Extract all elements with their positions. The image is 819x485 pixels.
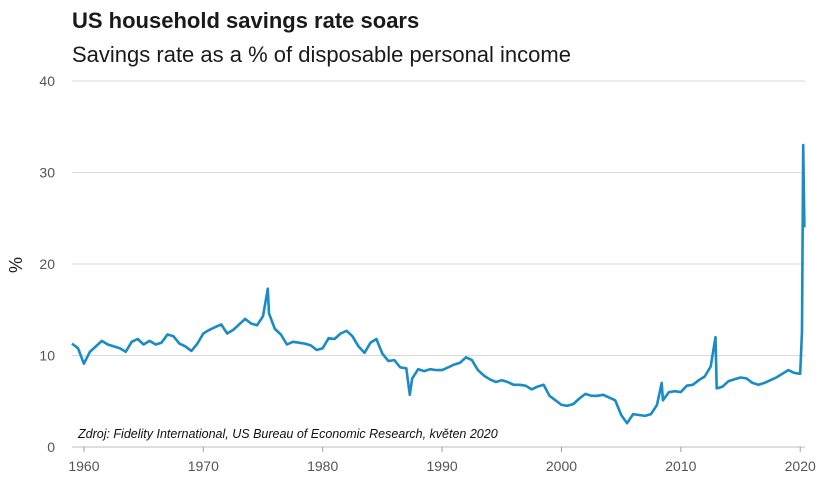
y-tick-label: 20 xyxy=(39,256,55,272)
y-tick-label: 10 xyxy=(39,348,55,364)
chart-subtitle: Savings rate as a % of disposable person… xyxy=(72,42,571,67)
gridlines xyxy=(72,80,805,448)
x-tick-label: 2010 xyxy=(665,458,696,474)
savings-rate-line xyxy=(71,143,806,425)
x-tick-label: 2000 xyxy=(546,458,577,474)
y-axis-ticks: 0 10 20 30 40 xyxy=(39,73,55,455)
y-axis-label: % xyxy=(6,257,26,273)
y-tick-label: 40 xyxy=(39,73,55,89)
source-note: Zdroj: Fidelity International, US Bureau… xyxy=(77,427,498,441)
y-tick-label: 0 xyxy=(47,439,55,455)
chart-title: US household savings rate soars xyxy=(72,8,420,33)
x-tick-label: 1960 xyxy=(68,458,99,474)
x-tick-label: 1990 xyxy=(427,458,458,474)
y-tick-label: 30 xyxy=(39,165,55,181)
x-axis-ticks: 1960 1970 1980 1990 2000 2010 2020 xyxy=(68,447,816,474)
x-tick-label: 1980 xyxy=(307,458,338,474)
x-tick-label: 1970 xyxy=(188,458,219,474)
series-group xyxy=(71,143,806,425)
x-tick-label: 2020 xyxy=(785,458,816,474)
